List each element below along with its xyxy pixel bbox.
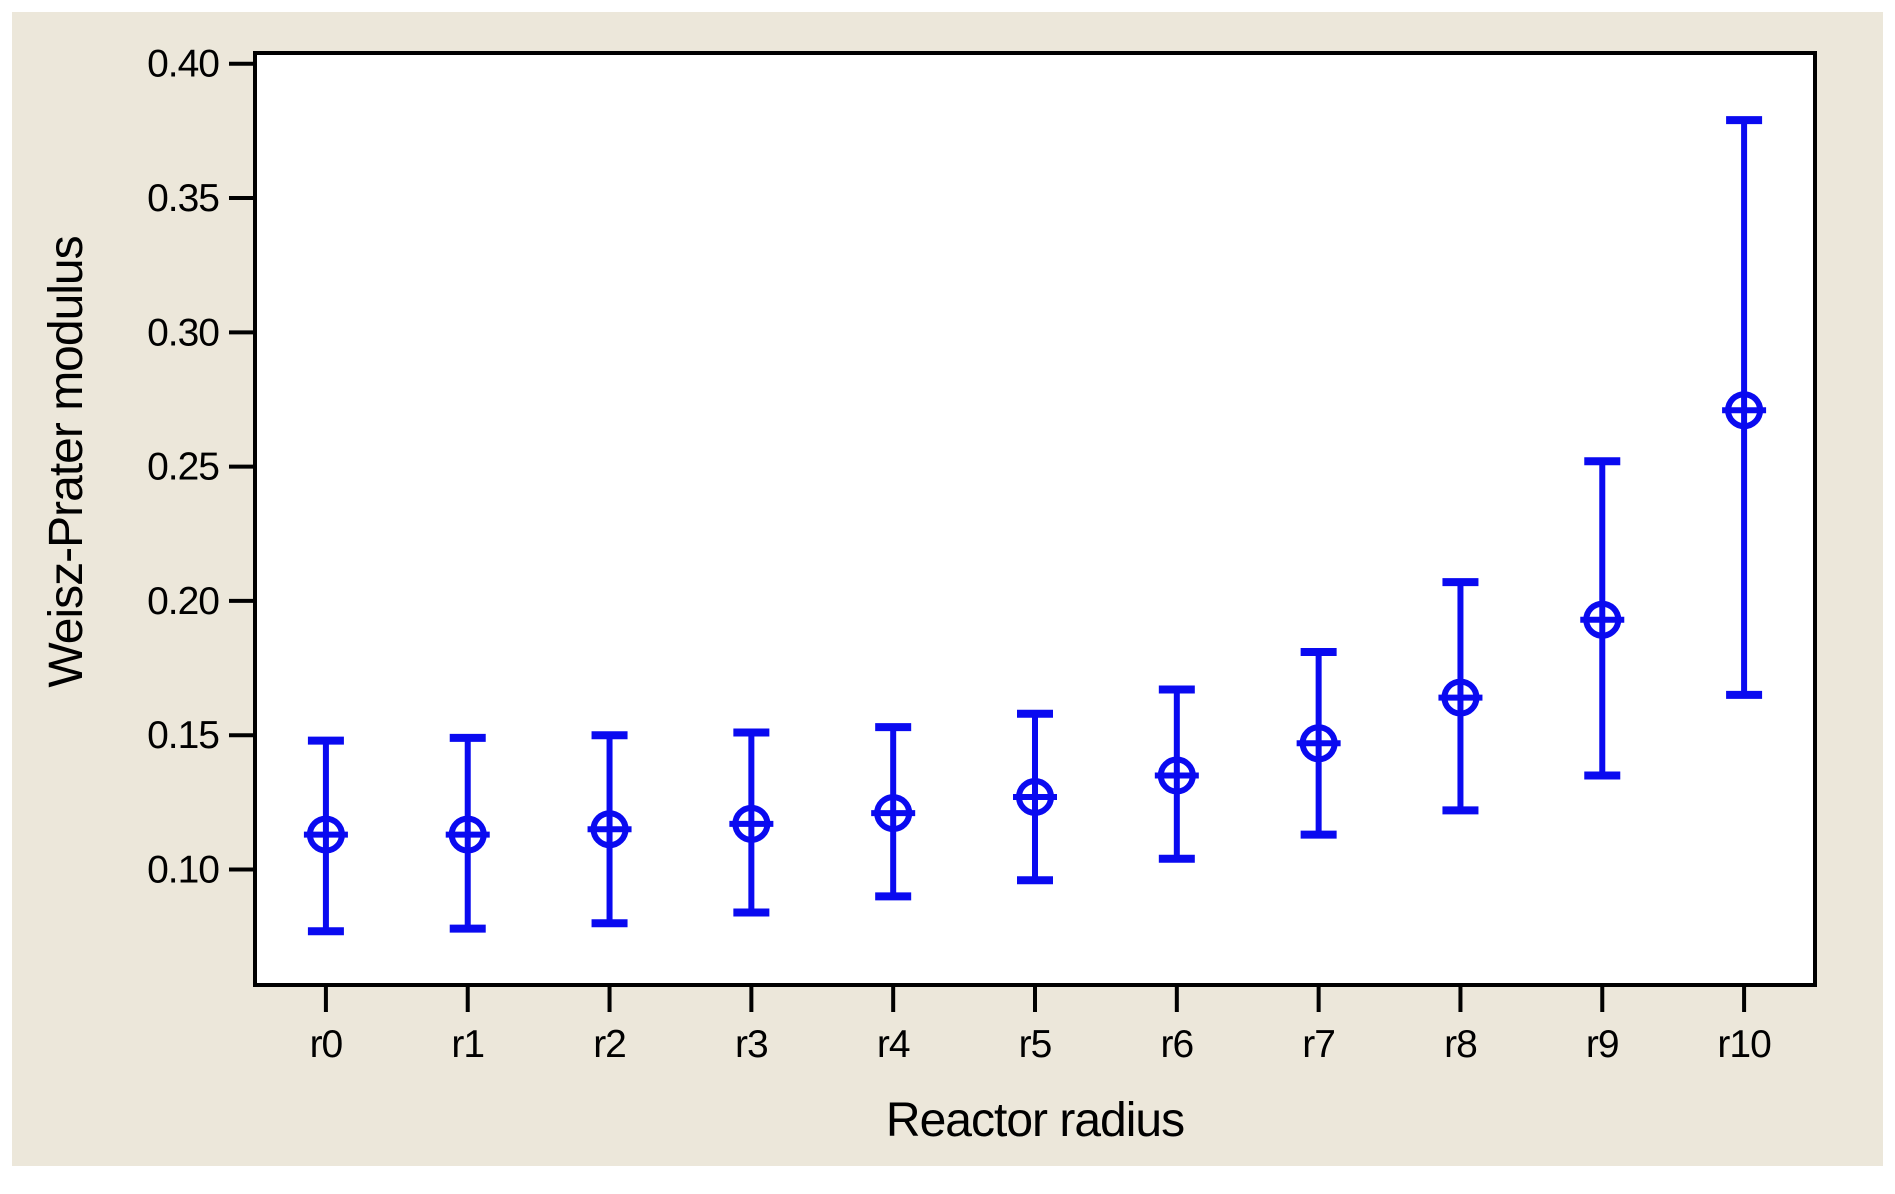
x-tick-label-r2: r2	[593, 1023, 626, 1066]
data-point-r0	[303, 736, 348, 936]
data-point-r5	[1013, 709, 1057, 885]
y-tick-label: 0.20	[147, 580, 219, 623]
data-point-r9	[1580, 457, 1625, 780]
y-tick-label: 0.15	[147, 714, 219, 757]
x-tick-label-r4: r4	[877, 1023, 910, 1066]
x-tick-label-r10: r10	[1717, 1023, 1771, 1066]
y-axis: 0.10 0.15 0.20 0.25 0.30 0.35 0.40	[147, 43, 255, 892]
x-tick-label-r1: r1	[451, 1023, 484, 1066]
data-point-r6	[1154, 685, 1199, 863]
y-axis-title: Weisz-Prater modulus	[40, 236, 93, 687]
error-bar-series	[303, 116, 1767, 936]
data-point-r2	[587, 731, 632, 928]
data-point-r4	[871, 723, 916, 901]
y-tick-label: 0.30	[147, 311, 219, 354]
y-tick-label: 0.35	[147, 177, 219, 220]
data-point-r8	[1438, 578, 1483, 815]
x-tick-label-r8: r8	[1444, 1023, 1477, 1066]
x-axis: r0 r1 r2 r3 r4 r5 r6 r7 r8 r9 r10	[310, 985, 1772, 1066]
x-tick-label-r5: r5	[1019, 1023, 1052, 1066]
y-tick-label: 0.40	[147, 43, 219, 86]
x-tick-label-r9: r9	[1586, 1023, 1619, 1066]
data-point-r7	[1296, 647, 1341, 839]
y-tick-label: 0.10	[147, 849, 219, 892]
x-tick-label-r7: r7	[1302, 1023, 1335, 1066]
y-tick-label: 0.25	[147, 446, 219, 489]
x-axis-title: Reactor radius	[886, 1094, 1184, 1147]
data-point-r3	[729, 728, 774, 917]
plot-frame	[253, 51, 1817, 987]
x-tick-label-r0: r0	[310, 1023, 343, 1066]
data-point-r10	[1722, 116, 1767, 699]
x-tick-label-r6: r6	[1160, 1023, 1193, 1066]
x-tick-label-r3: r3	[735, 1023, 768, 1066]
data-point-r1	[445, 733, 490, 933]
